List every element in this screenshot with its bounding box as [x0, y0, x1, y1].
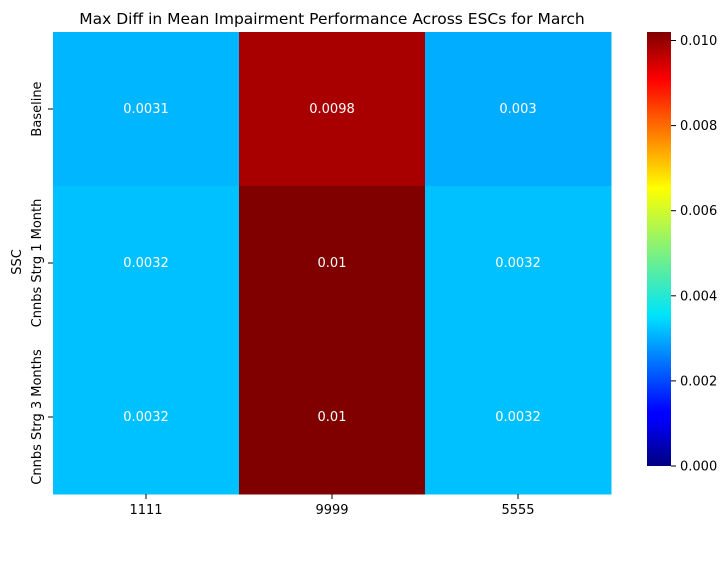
colorbar: 0.000 0.002 0.004 0.006 0.008 0.010 — [647, 32, 717, 475]
cell-value-label: 0.0032 — [495, 256, 541, 271]
x-tick-label: 1111 — [129, 503, 162, 518]
y-tick-label: Baseline — [30, 81, 45, 136]
y-tick-label: Cnnbs Strg 1 Month — [30, 199, 45, 328]
heatmap-cell — [425, 340, 612, 495]
cell-value-label: 0.01 — [318, 410, 347, 425]
colorbar-tick-label: 0.010 — [680, 34, 717, 49]
heatmap-cell — [239, 340, 426, 495]
x-axis: 1111 9999 5555 — [129, 494, 535, 518]
heatmap-cell — [53, 32, 240, 187]
heatmap-cell — [239, 186, 426, 341]
colorbar-gradient — [647, 32, 671, 466]
colorbar-tick-label: 0.008 — [680, 119, 717, 134]
colorbar-tick-label: 0.000 — [680, 460, 717, 475]
heatmap-cells: 0.0031 0.0098 0.003 0.0032 0.01 0.0032 0.0032 0… — [53, 32, 612, 495]
colorbar-ticks: 0.000 0.002 0.004 0.006 0.008 0.010 — [671, 34, 717, 475]
heatmap-cell — [53, 340, 240, 495]
y-tick-label: Cnnbs Strg 3 Months — [30, 349, 45, 485]
y-axis: Baseline Cnnbs Strg 1 Month Cnnbs Strg 3 M… — [30, 81, 53, 485]
colorbar-tick-label: 0.004 — [680, 289, 717, 304]
cell-value-label: 0.0032 — [123, 410, 169, 425]
x-tick-label: 9999 — [315, 503, 348, 518]
cell-value-label: 0.0098 — [309, 102, 355, 117]
cell-value-label: 0.0031 — [123, 102, 169, 117]
cell-value-label: 0.0032 — [495, 410, 541, 425]
cell-value-label: 0.0032 — [123, 256, 169, 271]
heatmap-cell — [239, 32, 426, 187]
heatmap-cell — [425, 186, 612, 341]
heatmap-cell — [53, 186, 240, 341]
cell-value-label: 0.01 — [318, 256, 347, 271]
chart-title: Max Diff in Mean Impairment Performance … — [79, 10, 584, 28]
cell-value-label: 0.003 — [499, 102, 536, 117]
y-axis-title: SSC — [10, 249, 25, 275]
colorbar-tick-label: 0.002 — [680, 374, 717, 389]
heatmap-cell — [425, 32, 612, 187]
x-tick-label: 5555 — [501, 503, 534, 518]
colorbar-tick-label: 0.006 — [680, 204, 717, 219]
